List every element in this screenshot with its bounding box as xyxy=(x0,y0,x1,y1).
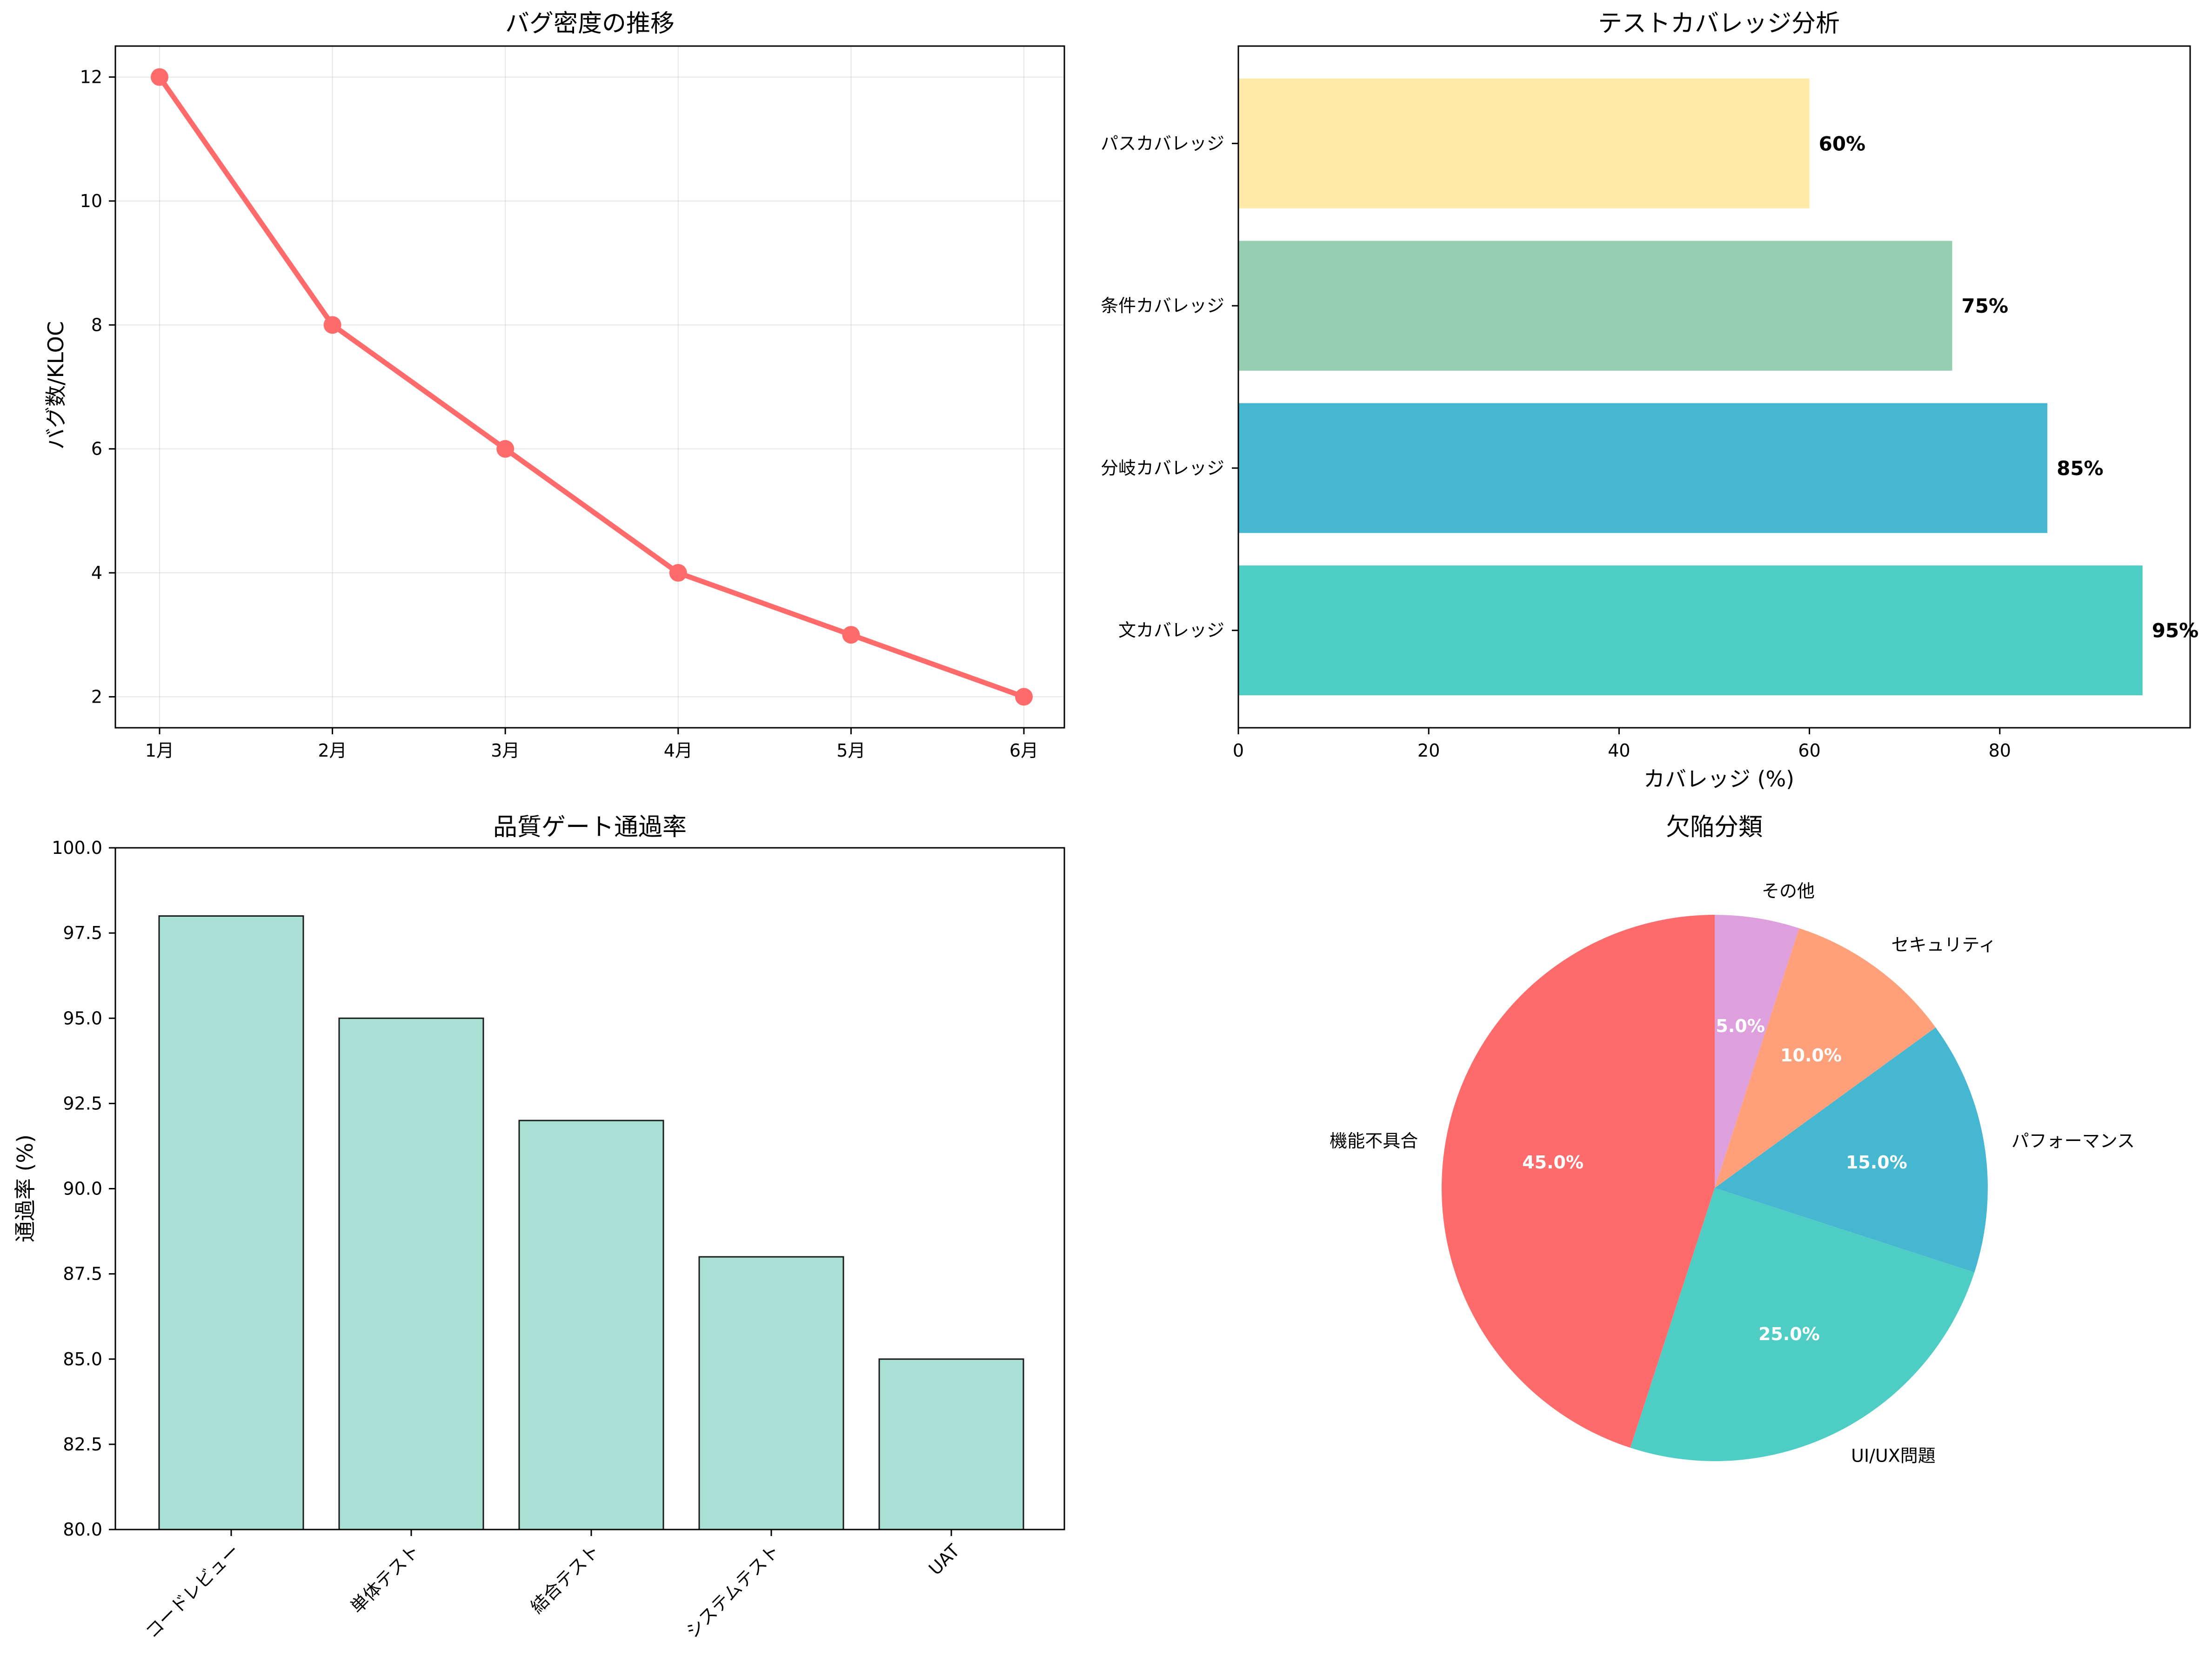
coverage-xtick-label: 80 xyxy=(1989,740,2011,761)
coverage-ytick-label: 条件カバレッジ xyxy=(1101,295,1224,316)
bug-density-xtick-label: 6月 xyxy=(1009,740,1038,761)
bug-density-point xyxy=(323,316,341,334)
bug-density-point xyxy=(1015,688,1033,706)
defects-pct-label: 15.0% xyxy=(1846,1152,1907,1173)
defects-category-label: その他 xyxy=(1762,881,1815,901)
bug-density-line xyxy=(157,74,1027,699)
bug-density-ytick-label: 2 xyxy=(91,686,102,707)
defects-slice xyxy=(1630,1188,1975,1461)
defects-category-label: パフォーマンス xyxy=(2012,1131,2135,1151)
bug-density-ytick-label: 8 xyxy=(91,315,102,335)
bug-density-xtick-label: 3月 xyxy=(491,740,520,761)
quality-gate-ytick-label: 92.5 xyxy=(63,1093,102,1114)
bug-density-xtick-label: 1月 xyxy=(145,740,174,761)
defects-title: 欠陥分類 xyxy=(1666,813,1763,841)
bug-density-xtick-label: 4月 xyxy=(664,740,693,761)
defects-pct-label: 5.0% xyxy=(1716,1016,1764,1036)
coverage-xtick-label: 60 xyxy=(1798,740,1820,761)
bug-density-ylabel: バグ数/KLOC xyxy=(43,321,68,450)
defects-category-label: 機能不具合 xyxy=(1330,1131,1418,1151)
bug-density-chart: バグ密度の推移 バグ数/KLOC 1月 2月 3月 4月 5月 6月 2 4 6 8 10 12 xyxy=(43,10,1065,761)
quality-gate-ytick-label: 90.0 xyxy=(63,1179,102,1199)
bug-density-ytick-label: 6 xyxy=(91,439,102,459)
quality-gate-title: 品質ゲート通過率 xyxy=(493,813,687,841)
quality-gate-ytick-label: 87.5 xyxy=(63,1264,102,1284)
coverage-value-label: 60% xyxy=(1819,132,1866,155)
coverage-xtick-label: 40 xyxy=(1608,740,1630,761)
quality-gate-bar xyxy=(878,1358,1024,1530)
quality-gate-ytick-label: 100.0 xyxy=(52,838,102,858)
defects-slice xyxy=(1715,915,1799,1188)
defects-slice xyxy=(1441,915,1715,1448)
bug-density-ytick-label: 10 xyxy=(80,191,102,211)
defects-category-label: UI/UX問題 xyxy=(1851,1445,1936,1466)
coverage-bar xyxy=(1238,241,1952,371)
coverage-axes xyxy=(1237,45,2191,729)
coverage-xtick-label: 20 xyxy=(1417,740,1440,761)
quality-gate-bar xyxy=(338,1017,484,1530)
quality-gate-ytick-label: 97.5 xyxy=(63,923,102,943)
bug-density-axes xyxy=(114,45,1065,729)
quality-gate-ytick-label: 95.0 xyxy=(63,1008,102,1028)
coverage-chart: テストカバレッジ分析 カバレッジ (%) 0 20 40 60 80 文カバレッジ 分岐カバ… xyxy=(1101,10,2199,792)
defects-slice xyxy=(1715,928,1936,1188)
defects-slice xyxy=(1715,1027,1988,1273)
bug-density-point xyxy=(151,68,168,86)
bug-density-point xyxy=(669,564,687,582)
quality-gate-axes xyxy=(114,847,1065,1530)
quality-gate-ytick-label: 85.0 xyxy=(63,1349,102,1369)
coverage-xlabel: カバレッジ (%) xyxy=(1644,766,1794,792)
coverage-bar xyxy=(1238,403,2048,533)
coverage-ytick-label: パスカバレッジ xyxy=(1101,133,1224,154)
coverage-value-label: 95% xyxy=(2152,619,2199,642)
quality-gate-ylabel: 通過率 (%) xyxy=(13,1134,38,1242)
quality-gate-bar xyxy=(698,1256,844,1530)
coverage-ytick-label: 分岐カバレッジ xyxy=(1101,458,1224,478)
bug-density-xtick-label: 2月 xyxy=(318,740,347,761)
quality-gate-ytick-label: 82.5 xyxy=(63,1434,102,1455)
bug-density-xtick-label: 5月 xyxy=(836,740,865,761)
coverage-value-label: 85% xyxy=(2057,457,2104,480)
coverage-bar xyxy=(1238,565,2143,696)
bug-density-point xyxy=(842,626,860,644)
coverage-value-label: 75% xyxy=(1962,295,2009,317)
bug-density-ytick-label: 12 xyxy=(80,67,102,87)
quality-gate-bar xyxy=(158,915,304,1530)
coverage-bar xyxy=(1238,78,1810,208)
bug-density-title: バグ密度の推移 xyxy=(505,10,675,38)
coverage-ytick-label: 文カバレッジ xyxy=(1118,620,1224,641)
coverage-xtick-label: 0 xyxy=(1233,740,1244,761)
defects-chart: 欠陥分類 45.0% 機能不具合 25.0% UI/UX問題 15.0% パフォーマンス 1… xyxy=(1330,813,2135,1466)
coverage-title: テストカバレッジ分析 xyxy=(1598,10,1840,38)
quality-gate-bar xyxy=(518,1120,664,1530)
defects-pct-label: 45.0% xyxy=(1522,1152,1584,1173)
bug-density-point xyxy=(496,440,515,458)
quality-gate-ytick-label: 80.0 xyxy=(63,1519,102,1540)
bug-density-ytick-label: 4 xyxy=(91,563,102,583)
defects-category-label: セキュリティ xyxy=(1891,935,1997,955)
defects-pct-label: 25.0% xyxy=(1758,1324,1820,1344)
defects-pct-label: 10.0% xyxy=(1780,1045,1842,1066)
